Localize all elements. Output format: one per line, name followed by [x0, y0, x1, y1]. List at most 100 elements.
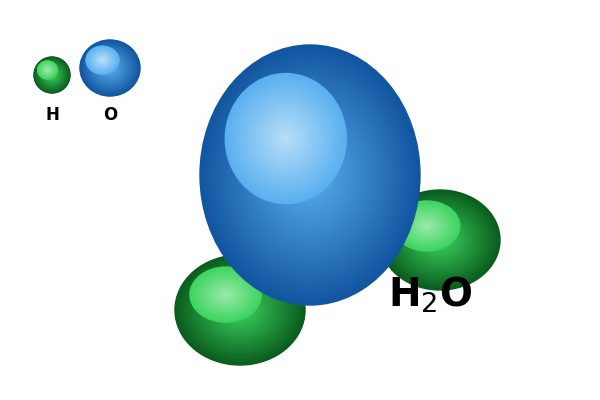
Ellipse shape: [429, 231, 451, 249]
Circle shape: [371, 194, 414, 238]
Ellipse shape: [38, 61, 66, 89]
Ellipse shape: [94, 53, 111, 67]
Ellipse shape: [414, 218, 466, 262]
Ellipse shape: [109, 67, 111, 69]
Ellipse shape: [403, 209, 477, 271]
Ellipse shape: [88, 47, 133, 89]
Ellipse shape: [211, 285, 269, 335]
Ellipse shape: [107, 65, 113, 71]
Ellipse shape: [205, 281, 275, 339]
Ellipse shape: [281, 134, 290, 144]
Ellipse shape: [42, 65, 53, 75]
Ellipse shape: [96, 54, 109, 66]
Circle shape: [263, 190, 314, 241]
Ellipse shape: [83, 43, 137, 93]
Circle shape: [352, 184, 398, 230]
Ellipse shape: [91, 50, 130, 86]
Ellipse shape: [39, 62, 56, 78]
Circle shape: [230, 266, 273, 309]
Circle shape: [224, 280, 265, 322]
Ellipse shape: [425, 225, 428, 227]
Ellipse shape: [48, 71, 56, 79]
Ellipse shape: [86, 46, 133, 90]
Ellipse shape: [275, 127, 296, 150]
Ellipse shape: [381, 191, 499, 289]
Ellipse shape: [199, 274, 253, 315]
Ellipse shape: [89, 49, 116, 72]
Ellipse shape: [104, 63, 115, 73]
Circle shape: [389, 204, 430, 245]
Ellipse shape: [89, 49, 131, 87]
Ellipse shape: [42, 65, 53, 75]
Circle shape: [361, 190, 406, 234]
Ellipse shape: [46, 69, 58, 81]
Ellipse shape: [241, 93, 380, 257]
Circle shape: [398, 210, 438, 249]
Ellipse shape: [190, 267, 262, 322]
Ellipse shape: [418, 222, 462, 258]
Ellipse shape: [194, 272, 286, 348]
Circle shape: [249, 223, 296, 271]
Ellipse shape: [217, 64, 404, 286]
Ellipse shape: [428, 230, 452, 250]
Ellipse shape: [220, 290, 231, 299]
Ellipse shape: [40, 63, 55, 77]
Ellipse shape: [184, 262, 296, 358]
Ellipse shape: [226, 75, 394, 275]
Ellipse shape: [410, 214, 443, 238]
Ellipse shape: [280, 132, 292, 145]
Ellipse shape: [40, 63, 55, 77]
Ellipse shape: [51, 74, 53, 76]
Ellipse shape: [46, 69, 49, 71]
Ellipse shape: [193, 270, 287, 350]
Ellipse shape: [37, 60, 67, 90]
Ellipse shape: [97, 55, 124, 81]
Circle shape: [287, 150, 342, 205]
Circle shape: [305, 160, 358, 212]
Ellipse shape: [98, 56, 107, 64]
Ellipse shape: [39, 62, 56, 78]
Ellipse shape: [218, 289, 233, 300]
Ellipse shape: [197, 273, 254, 317]
Ellipse shape: [281, 140, 340, 210]
Ellipse shape: [263, 114, 308, 163]
Ellipse shape: [274, 126, 298, 152]
Ellipse shape: [221, 294, 259, 326]
Circle shape: [272, 171, 325, 224]
Ellipse shape: [284, 137, 287, 140]
Ellipse shape: [50, 73, 54, 77]
Ellipse shape: [40, 63, 64, 87]
Ellipse shape: [99, 58, 121, 78]
Ellipse shape: [194, 270, 257, 319]
Ellipse shape: [109, 67, 112, 69]
Ellipse shape: [192, 268, 260, 321]
Ellipse shape: [46, 68, 49, 72]
Ellipse shape: [230, 78, 342, 199]
Circle shape: [278, 156, 333, 212]
Ellipse shape: [239, 88, 332, 189]
Ellipse shape: [396, 203, 484, 277]
Ellipse shape: [46, 69, 58, 81]
Ellipse shape: [41, 64, 64, 86]
Circle shape: [239, 247, 283, 292]
Ellipse shape: [419, 220, 434, 232]
Ellipse shape: [91, 50, 114, 70]
Ellipse shape: [268, 125, 352, 225]
Ellipse shape: [40, 63, 64, 87]
Ellipse shape: [97, 55, 108, 65]
Ellipse shape: [91, 51, 128, 85]
Ellipse shape: [34, 57, 70, 93]
Ellipse shape: [392, 200, 488, 280]
Ellipse shape: [97, 56, 108, 65]
Ellipse shape: [100, 58, 121, 78]
Ellipse shape: [203, 278, 248, 312]
Ellipse shape: [400, 207, 480, 273]
Circle shape: [282, 147, 338, 203]
Ellipse shape: [221, 294, 260, 326]
Ellipse shape: [235, 86, 385, 264]
Circle shape: [282, 147, 338, 203]
Ellipse shape: [279, 138, 341, 212]
Circle shape: [274, 166, 328, 220]
Ellipse shape: [46, 69, 58, 81]
Ellipse shape: [307, 171, 314, 179]
